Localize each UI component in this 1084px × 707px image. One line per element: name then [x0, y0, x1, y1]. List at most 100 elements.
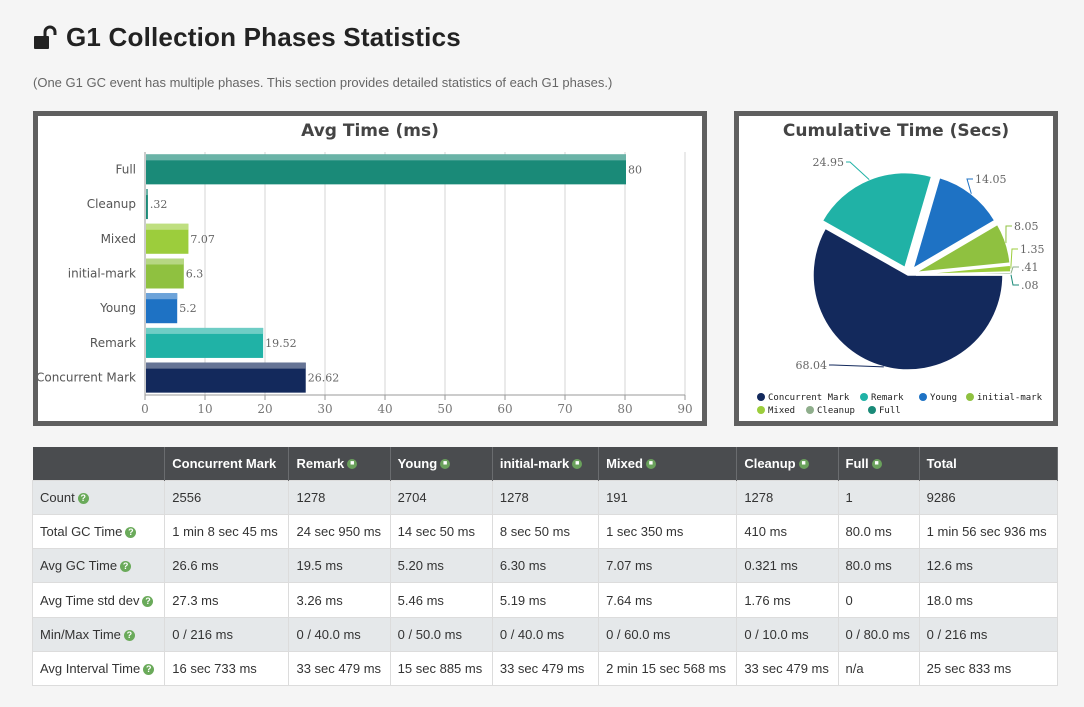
table-cell: 5.46 ms: [389, 582, 493, 618]
question-icon[interactable]: ?: [123, 629, 135, 641]
table-cell: 3.26 ms: [288, 582, 391, 618]
table-cell: 26.6 ms: [164, 548, 290, 584]
table-row: Count? 2556 1278 2704 1278 191 1278 1 9286: [31, 479, 1059, 515]
x-tick-label: 90: [677, 402, 692, 416]
header-mixed: Mixed ■: [598, 447, 738, 480]
table-cell: 15 sec 885 ms: [389, 650, 493, 687]
header-cleanup: Cleanup ■: [736, 447, 839, 480]
table-cell: 0 / 50.0 ms: [389, 616, 493, 652]
question-icon[interactable]: ?: [143, 664, 155, 676]
category-label: Remark: [90, 336, 136, 350]
table-cell: 33 sec 479 ms: [736, 650, 839, 687]
x-tick-label: 20: [257, 402, 272, 416]
bar-mixed: [146, 223, 189, 254]
bar-highlight: [146, 189, 148, 196]
info-icon[interactable]: ■: [798, 459, 809, 470]
table-body: Count? 2556 1278 2704 1278 191 1278 1 9286 Total …: [31, 479, 1059, 687]
table-cell: 80.0 ms: [837, 513, 920, 550]
table-header-row: Concurrent Mark Remark ■ Young ■ initial-mark…: [32, 447, 1059, 480]
category-label: Mixed: [101, 232, 136, 246]
header-label: Cleanup: [744, 455, 796, 471]
category-label: Concurrent Mark: [38, 371, 136, 385]
info-icon[interactable]: ■: [645, 459, 656, 470]
category-label: Full: [115, 162, 136, 176]
table-cell: 1: [837, 479, 920, 515]
table-cell: 0 / 80.0 ms: [837, 616, 920, 652]
table-cell: 33 sec 479 ms: [288, 650, 391, 687]
x-tick-label: 0: [141, 402, 149, 416]
cumulative-time-chart: Cumulative Time (Secs) 68.04 24.95 14.05 8.0…: [734, 111, 1058, 426]
table-cell: 0.321 ms: [736, 548, 839, 584]
table-cell: 0 / 60.0 ms: [598, 616, 738, 652]
table-row: Total GC Time? 1 min 8 sec 45 ms 24 sec 95…: [31, 513, 1059, 550]
header-full: Full ■: [838, 447, 920, 480]
avg-time-chart-svg: Avg Time (ms) 0 10 20 30 40 50 60 70 80 90 Full 80 Cl…: [38, 121, 693, 416]
pie-slice-initial-mark: [915, 223, 1011, 274]
leader-line: [846, 161, 870, 180]
header-label: initial-mark: [499, 455, 570, 471]
info-icon[interactable]: ■: [347, 459, 358, 470]
table-cell: 2704: [389, 479, 493, 515]
leader-line: [1010, 266, 1019, 274]
header-initial-mark: initial-mark ■: [492, 447, 600, 480]
table-cell: 1 min 8 sec 45 ms: [164, 513, 290, 550]
question-icon[interactable]: ?: [125, 527, 137, 538]
x-tick-label: 30: [317, 402, 332, 416]
header-label: Total: [926, 455, 957, 471]
bar-highlight: [146, 154, 626, 161]
leader-line: [829, 364, 884, 368]
table-cell: 191: [598, 479, 738, 515]
question-icon[interactable]: ?: [77, 492, 89, 504]
info-icon[interactable]: ■: [871, 459, 882, 470]
table-cell: 19.5 ms: [288, 548, 391, 584]
table-cell: 6.30 ms: [491, 548, 600, 584]
cumulative-time-chart-svg: Cumulative Time (Secs) 68.04 24.95 14.05 8.0…: [757, 121, 1045, 416]
bar-value-label: 5.2: [179, 302, 197, 315]
legend-label: Full: [879, 406, 901, 416]
category-label: Young: [99, 301, 136, 315]
info-icon[interactable]: ■: [572, 459, 583, 470]
avg-time-chart: Avg Time (ms) 0 10 20 30 40 50 60 70 80 90 Full 80 Cl…: [33, 111, 707, 426]
x-tick-label: 40: [377, 402, 392, 416]
table-cell: n/a: [837, 650, 920, 687]
bar-value-label: 19.52: [265, 337, 297, 350]
bar: [146, 189, 148, 220]
header-label: Full: [845, 455, 869, 471]
legend-label: Cleanup: [817, 406, 855, 416]
table-row: Avg GC Time? 26.6 ms 19.5 ms 5.20 ms 6.30 ms…: [31, 548, 1059, 584]
table-cell: 1 sec 350 ms: [598, 513, 738, 550]
legend-marker: [966, 393, 974, 401]
table-cell: 16 sec 733 ms: [164, 650, 290, 687]
row-label-text: Avg Interval Time: [40, 661, 141, 677]
bar-value-label: 7.07: [190, 233, 215, 246]
question-icon[interactable]: ?: [120, 561, 132, 573]
page-subtitle: (One G1 GC event has multiple phases. Th…: [33, 75, 613, 90]
bar-value-label: 80: [628, 163, 642, 176]
category-label: initial-mark: [68, 267, 136, 281]
info-icon[interactable]: ■: [440, 459, 451, 470]
table-cell: 80.0 ms: [837, 548, 920, 584]
header-label: Concurrent Mark: [172, 455, 277, 471]
table-cell: 0 / 216 ms: [164, 616, 290, 652]
bar-remark: [146, 327, 264, 358]
row-label: Total GC Time?: [31, 513, 166, 550]
phases-stats-table: Concurrent Mark Remark ■ Young ■ initial-mark…: [31, 447, 1059, 687]
bar-highlight: [146, 327, 264, 334]
table-cell: 1 min 56 sec 936 ms: [918, 513, 1059, 550]
slice-value-label: 68.04: [796, 359, 828, 372]
unlock-icon: [34, 25, 57, 49]
x-tick-label: 60: [497, 402, 512, 416]
row-label: Avg Interval Time?: [31, 650, 166, 687]
table-cell: 9286: [918, 479, 1059, 515]
header-label: Young: [397, 455, 438, 471]
table-cell: 0 / 40.0 ms: [491, 616, 600, 652]
bar-concurrent-mark: [146, 362, 306, 393]
x-tick-label: 50: [437, 402, 452, 416]
legend-marker: [868, 406, 876, 414]
table-cell: 24 sec 950 ms: [288, 513, 391, 550]
question-icon[interactable]: ?: [142, 595, 154, 607]
legend-marker: [860, 393, 868, 401]
legend-marker: [806, 406, 814, 414]
table-cell: 12.6 ms: [918, 548, 1059, 584]
bar-chart-title: Avg Time (ms): [301, 121, 439, 141]
